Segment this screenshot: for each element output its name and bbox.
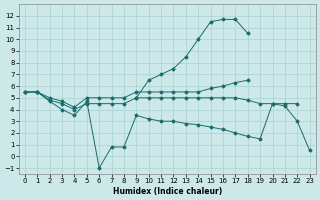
X-axis label: Humidex (Indice chaleur): Humidex (Indice chaleur) bbox=[113, 187, 222, 196]
